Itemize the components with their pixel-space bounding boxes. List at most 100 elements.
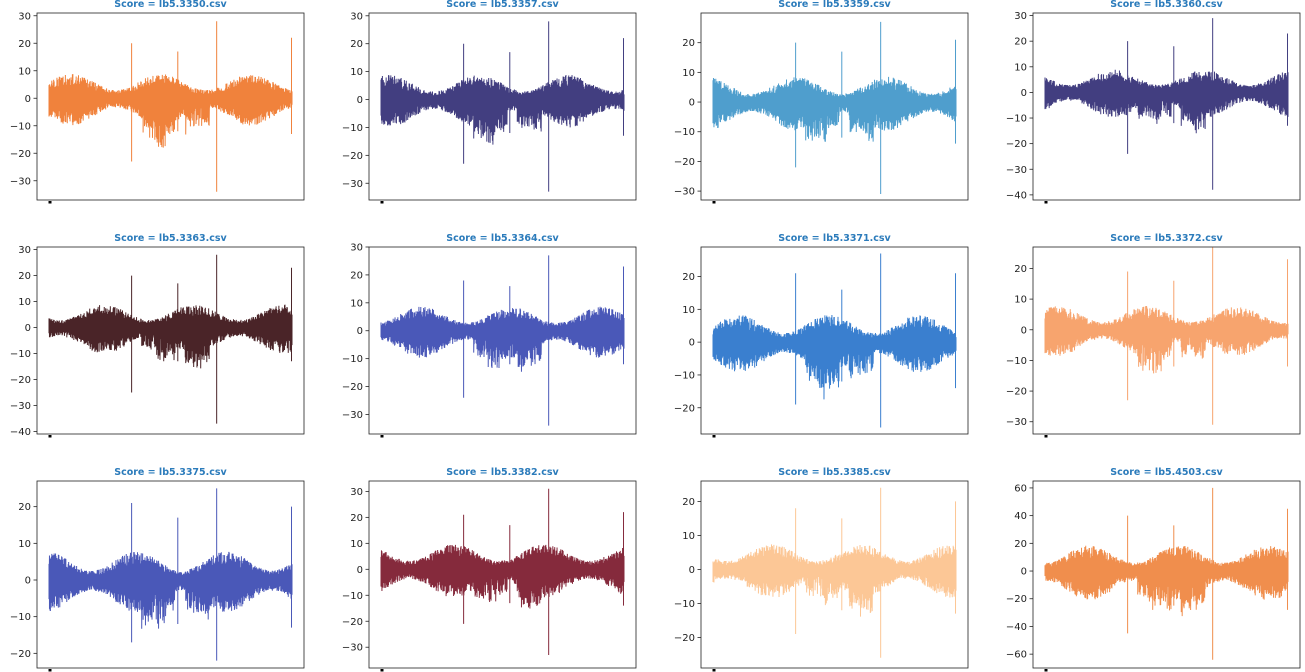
subplot-title: Score = lb5.3371.csv: [778, 233, 891, 244]
subplot-9: Score = lb5.3375.csv 20 10 0 −10 −20: [10, 467, 305, 672]
y-tick-label: −10: [674, 127, 695, 138]
series-line: [1044, 18, 1289, 190]
subplot-title: Score = lb5.3364.csv: [446, 233, 559, 244]
y-tick-label: 0: [689, 565, 695, 576]
y-tick-label: −10: [10, 121, 31, 132]
x-tick-mark: [1044, 669, 1048, 672]
y-tick-label: 20: [1014, 539, 1027, 550]
subplot-title: Score = lb5.3360.csv: [1110, 0, 1223, 10]
series-line: [48, 488, 293, 661]
y-tick-label: −20: [674, 403, 695, 414]
y-tick-label: 10: [682, 531, 695, 542]
y-tick-label: 30: [18, 245, 31, 256]
y-tick-label: −30: [10, 176, 31, 187]
series-line: [712, 253, 957, 428]
y-tick-label: 0: [1021, 88, 1027, 99]
x-tick-mark: [712, 201, 716, 204]
y-tick-label: 10: [1014, 62, 1027, 73]
y-tick-label: 30: [1014, 11, 1027, 22]
y-tick-label: 10: [682, 68, 695, 79]
y-tick-label: 0: [357, 95, 363, 106]
y-tick-label: −10: [342, 123, 363, 134]
y-tick-label: 10: [682, 305, 695, 316]
y-tick-label: −20: [1006, 387, 1027, 398]
axes-frame: [1032, 12, 1301, 201]
axes-frame: [700, 480, 969, 669]
y-tick-label: 60: [1014, 483, 1027, 494]
y-tick-label: −20: [342, 617, 363, 628]
axes-frame: [1032, 246, 1301, 435]
y-tick-label: 0: [1021, 325, 1027, 336]
y-tick-label: −20: [10, 149, 31, 160]
y-tick-label: −30: [10, 401, 31, 412]
y-tick-label: −10: [1006, 356, 1027, 367]
y-tick-label: −30: [342, 410, 363, 421]
subplot-12: Score = lb5.4503.csv 60 40 20 0 −20 −40 −60: [1006, 467, 1301, 672]
axes-frame: [700, 12, 969, 201]
axes-frame: [36, 246, 305, 435]
y-tick-label: 0: [689, 98, 695, 109]
subplot-title: Score = lb5.3375.csv: [114, 467, 227, 478]
y-tick-label: −60: [1006, 650, 1027, 661]
y-tick-label: −10: [674, 599, 695, 610]
y-tick-label: 10: [18, 66, 31, 77]
y-tick-label: 10: [18, 539, 31, 550]
subplot-title: Score = lb5.3359.csv: [778, 0, 891, 10]
axes-frame: [700, 246, 969, 435]
y-tick-label: 30: [18, 11, 31, 22]
y-tick-label: 10: [1014, 295, 1027, 306]
x-tick-mark: [380, 201, 384, 204]
y-tick-label: 20: [1014, 37, 1027, 48]
y-tick-label: 20: [350, 270, 363, 281]
x-tick-mark: [48, 435, 52, 438]
y-tick-label: −20: [10, 649, 31, 660]
x-tick-mark: [48, 201, 52, 204]
y-tick-label: 10: [350, 298, 363, 309]
x-tick-mark: [380, 435, 384, 438]
y-tick-label: −40: [10, 427, 31, 438]
axes-frame: [368, 246, 637, 435]
y-tick-label: −10: [342, 354, 363, 365]
series-line: [712, 21, 957, 195]
subplot-3: Score = lb5.3359.csv 20 10 0 −10 −20 −30: [674, 0, 969, 204]
x-tick-mark: [1044, 435, 1048, 438]
y-tick-label: −20: [674, 157, 695, 168]
y-tick-label: 20: [350, 39, 363, 50]
axes-frame: [36, 12, 305, 201]
y-tick-label: 0: [25, 576, 31, 587]
y-tick-label: −30: [1006, 165, 1027, 176]
y-tick-label: −30: [1006, 417, 1027, 428]
subplot-title: Score = lb5.3350.csv: [114, 0, 227, 10]
y-tick-label: 0: [25, 323, 31, 334]
y-tick-label: 20: [682, 272, 695, 283]
y-tick-label: 20: [18, 502, 31, 513]
y-tick-label: 10: [350, 539, 363, 550]
x-tick-mark: [48, 669, 52, 672]
y-tick-label: 40: [1014, 511, 1027, 522]
y-tick-label: 20: [682, 38, 695, 49]
subplot-7: Score = lb5.3371.csv 20 10 0 −10 −20: [674, 233, 969, 438]
x-tick-mark: [712, 669, 716, 672]
y-tick-label: −20: [1006, 139, 1027, 150]
subplot-11: Score = lb5.3385.csv 20 10 0 −10 −20: [674, 467, 969, 672]
y-tick-label: 10: [18, 297, 31, 308]
y-tick-label: 0: [357, 326, 363, 337]
axes-frame: [368, 12, 637, 201]
y-tick-label: 20: [682, 497, 695, 508]
subplot-2: Score = lb5.3357.csv 30 20 10 0 −10 −20 −30: [342, 0, 637, 204]
series-line: [380, 255, 625, 426]
y-tick-label: −20: [342, 151, 363, 162]
subplot-5: Score = lb5.3363.csv 30 20 10 0 −10 −20 −30 −40: [10, 233, 305, 438]
subplot-1: Score = lb5.3350.csv 30 20 10 0 −10 −20 −30: [10, 0, 305, 204]
y-tick-label: −10: [342, 591, 363, 602]
subplot-title: Score = lb5.3382.csv: [446, 467, 559, 478]
y-tick-label: −10: [10, 612, 31, 623]
y-tick-label: −20: [342, 382, 363, 393]
x-tick-mark: [380, 669, 384, 672]
axes-frame: [36, 480, 305, 669]
axes-frame: [1032, 480, 1301, 669]
series-line: [380, 488, 625, 656]
y-tick-label: −30: [674, 187, 695, 198]
x-tick-mark: [1044, 201, 1048, 204]
y-tick-label: −10: [10, 349, 31, 360]
